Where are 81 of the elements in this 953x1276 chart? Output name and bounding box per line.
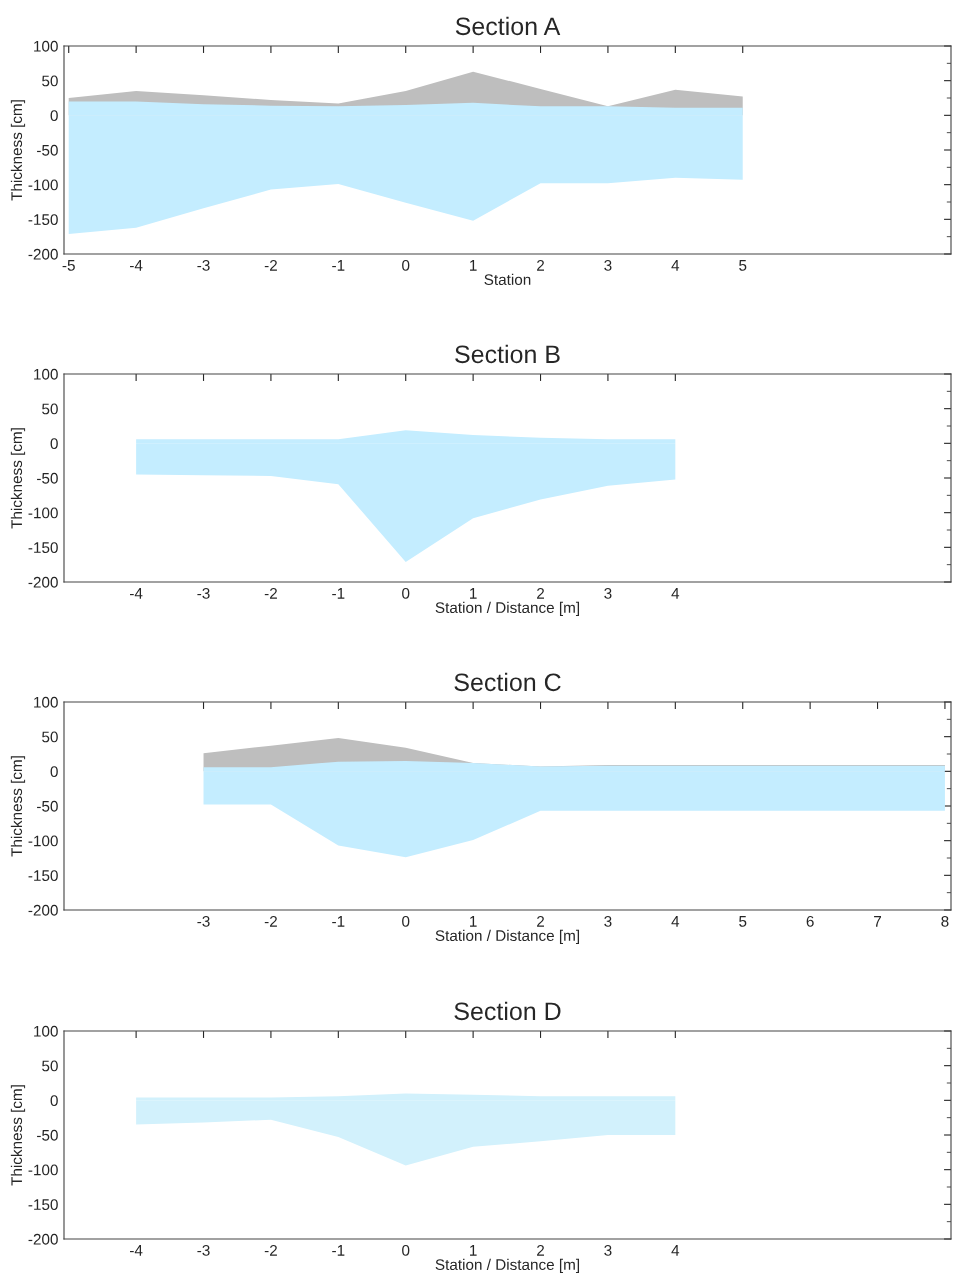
y-tick-label: -100 [28,179,58,191]
y-tick-label: -200 [28,248,58,260]
y-tick-label: 50 [42,75,58,87]
x-tick-label: -3 [197,915,210,927]
x-axis-title: Station [484,273,531,286]
chart-title: Section B [455,344,560,364]
y-tick-label: 0 [50,110,58,122]
x-tick-label: 1 [470,260,477,271]
x-tick-label: -2 [264,259,277,271]
x-tick-label: 2 [537,915,545,927]
x-tick-label: -1 [332,1245,345,1256]
y-tick-label: -150 [28,542,58,554]
y-tick-label: 50 [42,403,58,415]
y-tick-label: -200 [28,1233,58,1245]
y-tick-label: 100 [34,40,58,52]
y-tick-label: -150 [28,214,58,226]
y-axis-title: Thickness [cm] [10,428,26,529]
y-tick-label: 100 [34,696,58,708]
y-tick-label: -50 [37,1129,58,1141]
y-tick-label: 100 [34,1025,58,1037]
y-tick-label: 50 [42,731,58,743]
y-axis-title: Thickness [cm] [10,756,26,857]
x-tick-label: 1 [470,588,477,599]
x-tick-label: 0 [402,1244,410,1256]
x-tick-label: 5 [739,260,747,271]
x-tick-label: -2 [264,1244,277,1256]
x-axis-title: Station / Distance [m] [435,601,580,617]
x-tick-label: -2 [264,915,277,927]
x-tick-label: -1 [332,588,345,599]
x-tick-label: 4 [671,588,680,599]
x-tick-label: 0 [402,915,410,927]
y-tick-label: -100 [28,1164,58,1176]
y-tick-label: -100 [28,507,58,519]
x-tick-label: 3 [604,587,612,599]
x-axis-title: Station / Distance [m] [435,1258,580,1274]
x-tick-label: -4 [130,588,143,599]
chart-title: Section A [455,16,561,36]
x-tick-label: 4 [671,260,680,271]
x-tick-label: -1 [332,260,345,271]
y-tick-label: -50 [37,800,58,812]
y-tick-label: -100 [28,835,58,847]
x-tick-label: 4 [671,916,680,927]
x-tick-label: -5 [62,260,75,271]
x-tick-label: -3 [197,1244,210,1256]
x-tick-label: -1 [332,916,345,927]
x-axis-title: Station / Distance [m] [435,929,580,945]
x-tick-label: 2 [537,587,545,599]
y-tick-label: -200 [28,576,58,588]
x-tick-label: 1 [470,1245,477,1256]
chart-title: Section C [454,672,561,692]
y-axis-title: Thickness [cm] [10,1085,26,1186]
y-tick-label: -50 [37,472,58,484]
x-tick-label: 0 [402,259,410,271]
x-tick-label: -4 [130,260,143,271]
x-tick-label: 3 [604,1244,612,1256]
x-tick-label: 8 [941,915,949,927]
x-tick-label: 0 [402,587,410,599]
x-tick-label: 2 [537,1244,545,1256]
y-tick-label: 100 [34,368,58,380]
x-tick-label: -3 [197,587,210,599]
y-tick-label: 0 [50,766,58,778]
x-tick-label: 3 [604,915,612,927]
y-tick-label: 0 [50,438,58,450]
x-tick-label: 2 [537,259,545,271]
x-tick-label: 6 [806,915,814,927]
x-tick-label: 3 [604,259,612,271]
y-tick-label: -200 [28,904,58,916]
x-tick-label: -3 [197,259,210,271]
y-tick-label: -150 [28,870,58,882]
x-tick-label: 4 [671,1245,680,1256]
y-tick-label: 0 [50,1095,58,1107]
y-axis-title: Thickness [cm] [10,100,26,201]
y-tick-label: 50 [42,1060,58,1072]
x-tick-label: 7 [874,916,882,927]
x-tick-label: 5 [739,916,747,927]
x-tick-label: -2 [264,587,277,599]
x-tick-label: 1 [470,916,477,927]
y-tick-label: -150 [28,1199,58,1211]
chart-title: Section D [454,1001,561,1021]
x-tick-label: -4 [130,1245,143,1256]
y-tick-label: -50 [37,144,58,156]
